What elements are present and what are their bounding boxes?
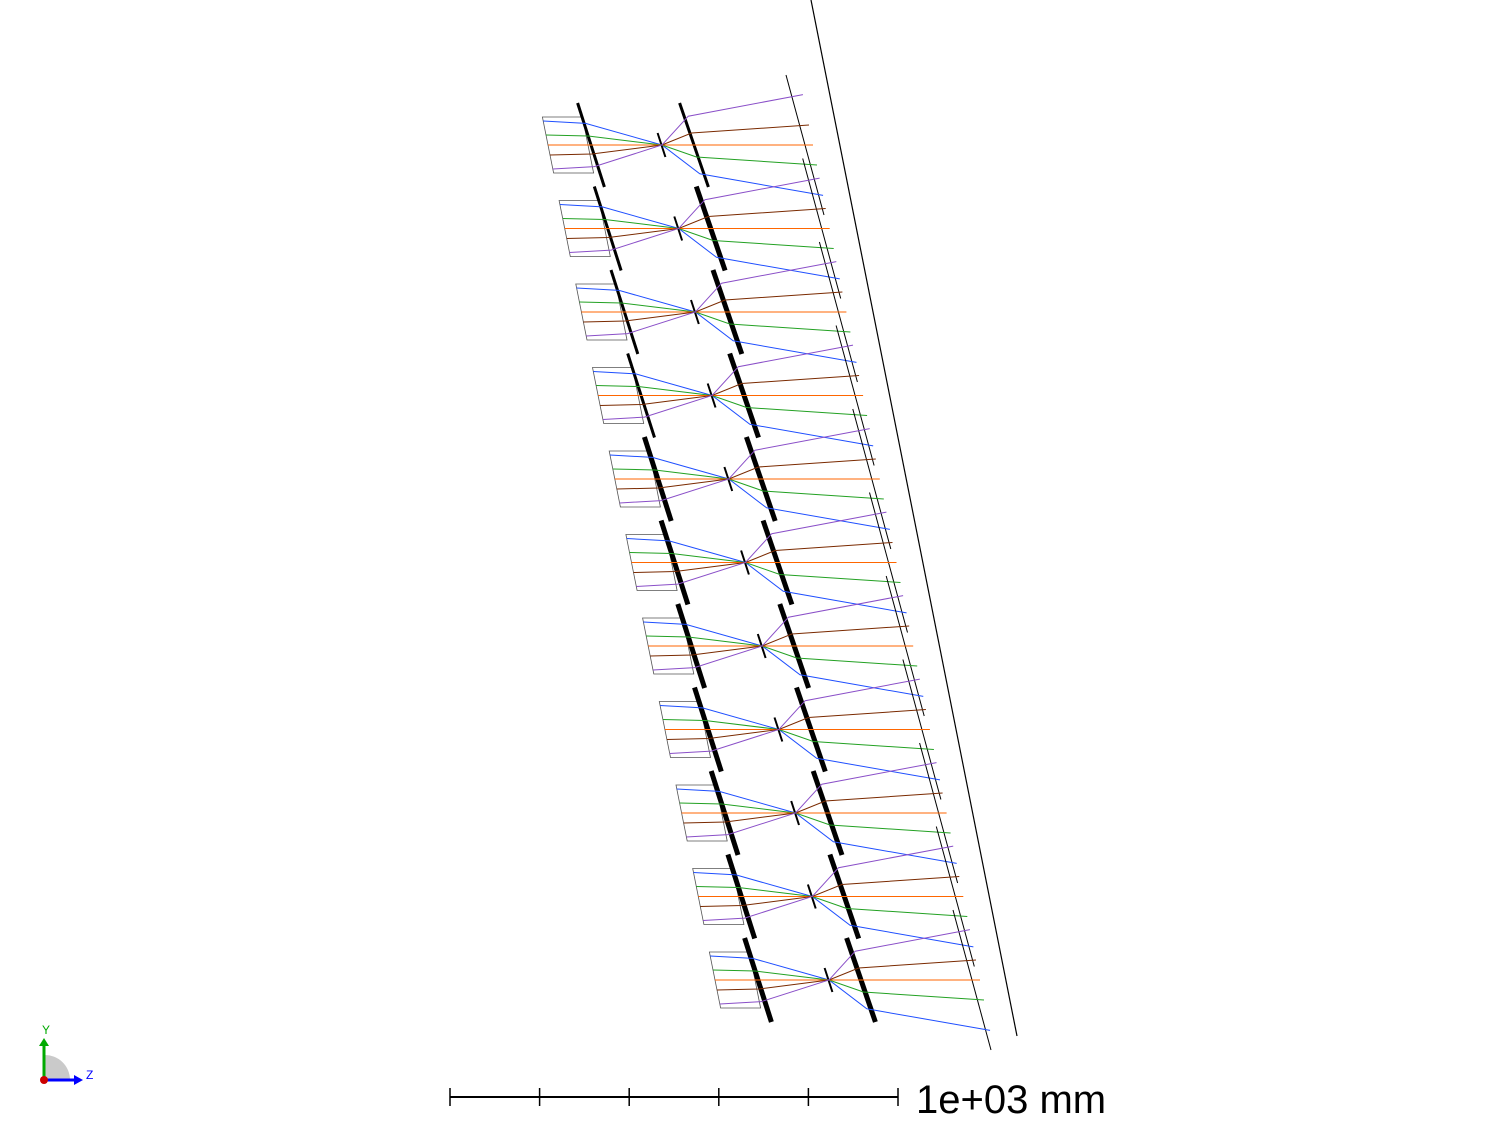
ray-path	[602, 344, 854, 420]
optical-channel	[658, 659, 942, 800]
input-aperture	[575, 283, 628, 341]
ray-path	[686, 762, 937, 838]
ray-path	[569, 177, 820, 253]
input-aperture	[625, 534, 678, 591]
scale-bar	[449, 1088, 899, 1106]
optical-channel	[558, 158, 842, 299]
ray-path	[652, 595, 904, 671]
optical-channel	[541, 74, 825, 216]
ray-path	[552, 94, 804, 170]
ray-path	[586, 261, 837, 337]
ray-path	[703, 845, 954, 921]
y-axis-arrowhead	[39, 1038, 49, 1046]
ray-path	[636, 511, 887, 587]
optical-channel	[642, 575, 925, 717]
y-axis-label: Y	[42, 1023, 50, 1037]
scale-bar-label: 1e+03 mm	[916, 1078, 1107, 1122]
input-aperture	[558, 200, 611, 257]
axis-triad: Y Z	[39, 1023, 93, 1085]
lens-channels	[541, 74, 992, 1051]
triad-shade	[44, 1054, 71, 1080]
scale-bar-ticks	[449, 1088, 899, 1106]
x-axis-dot	[40, 1076, 48, 1084]
input-aperture	[642, 617, 695, 675]
ray-path	[619, 428, 870, 504]
input-aperture	[608, 450, 661, 508]
image-plane-line	[810, 0, 1018, 1037]
optical-channel	[592, 325, 875, 466]
optical-channel	[675, 742, 959, 884]
input-aperture	[541, 116, 595, 174]
input-aperture	[708, 951, 762, 1009]
input-aperture	[675, 784, 728, 842]
ray-path	[669, 678, 920, 754]
input-aperture	[692, 868, 745, 925]
input-aperture	[592, 367, 645, 424]
ray-path	[719, 929, 971, 1005]
z-axis-arrowhead	[74, 1075, 83, 1085]
optical-channel	[608, 408, 892, 550]
optical-channel	[708, 909, 992, 1051]
optical-channel	[692, 826, 975, 967]
optical-channel	[575, 241, 858, 383]
optical-channel	[625, 492, 908, 633]
input-aperture	[658, 701, 711, 758]
z-axis-label: Z	[86, 1068, 93, 1082]
